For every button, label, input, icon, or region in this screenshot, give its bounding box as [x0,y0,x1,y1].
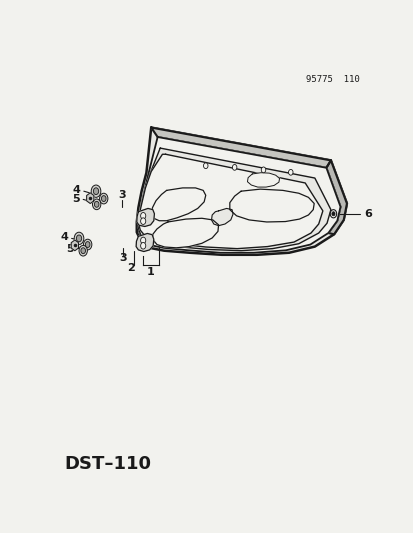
Circle shape [288,169,292,175]
Text: 6: 6 [364,209,372,219]
Text: DST–110: DST–110 [64,455,151,473]
Polygon shape [136,127,346,255]
Polygon shape [211,208,233,225]
Circle shape [91,185,101,197]
Polygon shape [325,160,346,235]
Polygon shape [152,188,205,221]
Circle shape [330,209,336,218]
Text: 1: 1 [147,268,154,278]
Circle shape [140,243,145,249]
Circle shape [101,196,106,201]
Circle shape [331,212,334,216]
Circle shape [203,163,207,168]
Text: 4: 4 [60,232,68,242]
Circle shape [79,245,87,256]
Text: 7: 7 [249,227,257,237]
Circle shape [140,218,145,224]
Circle shape [261,167,265,173]
Circle shape [83,239,92,250]
Polygon shape [229,189,313,222]
Polygon shape [138,154,322,248]
Circle shape [232,165,236,170]
Circle shape [85,241,90,247]
Polygon shape [136,208,154,227]
Circle shape [94,201,99,207]
Circle shape [92,199,101,209]
Polygon shape [247,173,279,187]
Text: 95775  110: 95775 110 [305,75,359,84]
Circle shape [81,248,85,254]
Polygon shape [152,219,218,248]
Circle shape [76,235,81,242]
Circle shape [99,193,108,204]
Polygon shape [139,137,340,253]
Text: 3: 3 [119,254,126,263]
Polygon shape [86,193,94,204]
Circle shape [140,213,145,219]
Text: 3: 3 [118,190,126,200]
Circle shape [93,188,98,195]
Polygon shape [138,148,330,251]
Polygon shape [151,127,330,168]
Text: 2: 2 [127,263,135,273]
Text: 4: 4 [73,184,81,195]
Polygon shape [71,240,78,251]
Circle shape [140,237,145,244]
Text: 5: 5 [71,195,79,204]
Text: 5: 5 [66,244,74,254]
Circle shape [74,232,83,245]
Polygon shape [136,233,153,252]
